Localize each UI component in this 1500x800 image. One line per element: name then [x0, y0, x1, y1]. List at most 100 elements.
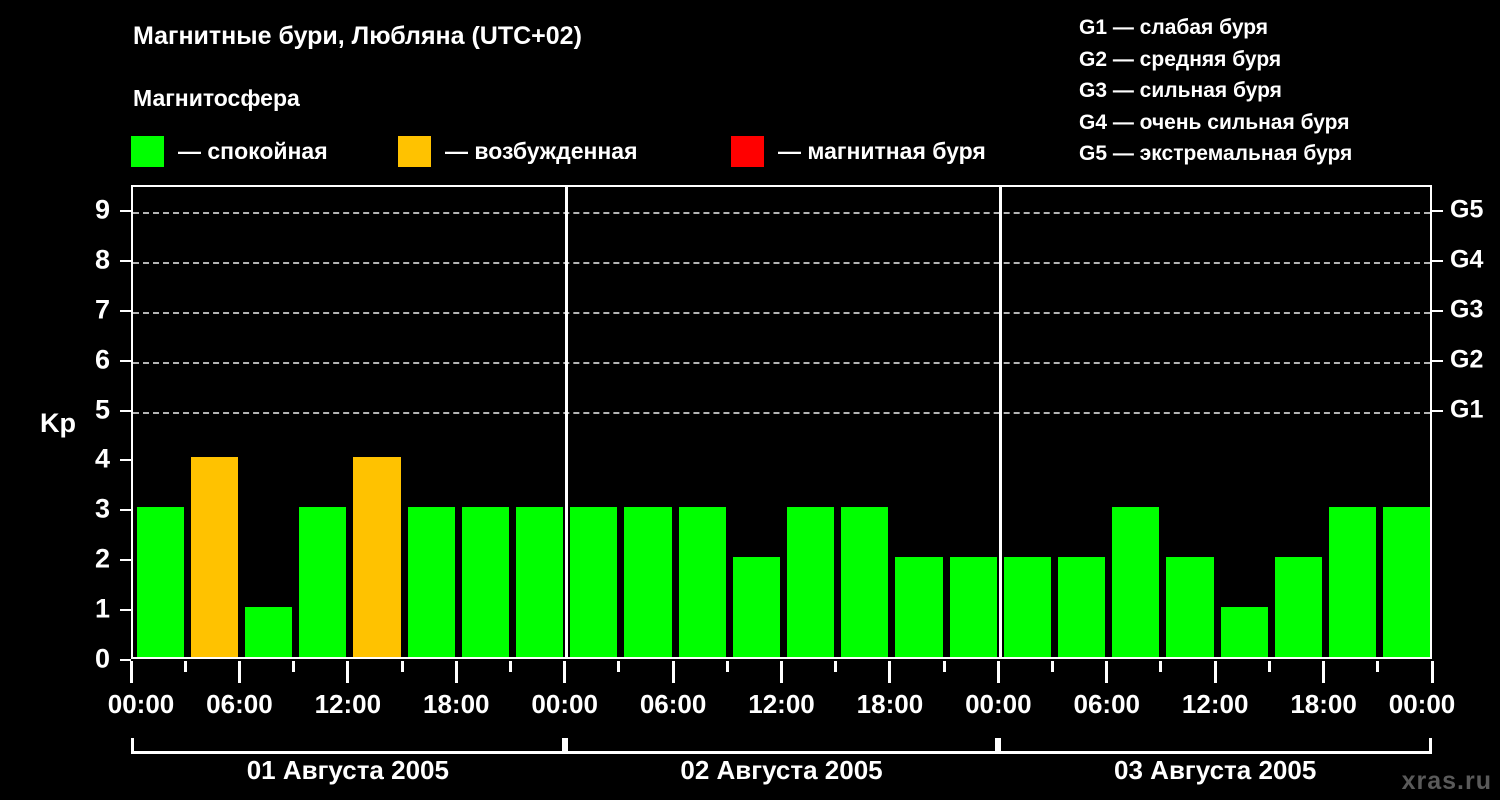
g-scale-legend-row-2: G2 — средняя буря — [1079, 47, 1282, 71]
x-tick-label: 06:00 — [639, 689, 707, 719]
day-bracket-2 — [564, 738, 999, 754]
x-tick — [400, 661, 404, 672]
g-axis-label-G5: G5 — [1450, 195, 1484, 224]
x-tick — [834, 661, 838, 672]
bar — [732, 557, 780, 657]
chart-plot-area — [131, 185, 1432, 659]
bar — [1383, 507, 1430, 657]
bar — [190, 457, 238, 657]
gridline-kp-7 — [133, 311, 1430, 314]
watermark: xras.ru — [1401, 767, 1492, 795]
bar — [136, 507, 184, 657]
g-tick-mark-G1 — [1432, 409, 1443, 412]
x-tick — [454, 661, 458, 683]
day-bracket-3 — [998, 738, 1432, 754]
g-scale-legend-row-1: G1 — слабая буря — [1079, 16, 1269, 39]
y-tick-label-5: 5 — [94, 394, 110, 425]
bar — [1166, 557, 1214, 657]
y-tick-mark-5 — [120, 409, 131, 412]
x-tick — [346, 661, 350, 683]
bar — [624, 507, 672, 657]
day-label-1: 01 Августа 2005 — [246, 755, 449, 785]
bar — [841, 507, 889, 657]
y-tick-label-3: 3 — [94, 493, 110, 524]
x-tick-label: 18:00 — [423, 689, 490, 719]
g-tick-mark-G4 — [1432, 259, 1443, 262]
bar — [570, 507, 618, 657]
bar — [787, 507, 835, 657]
x-tick-label: 12:00 — [314, 689, 382, 719]
bar — [1274, 557, 1323, 657]
y-tick-label-9: 9 — [94, 194, 110, 225]
g-axis-label-G1: G1 — [1450, 395, 1484, 424]
x-tick-label: 18:00 — [1290, 689, 1357, 719]
day-bracket-1 — [131, 738, 565, 754]
y-tick-mark-7 — [120, 309, 131, 312]
x-tick — [888, 661, 892, 683]
legend-entry: — спокойная — [131, 133, 328, 169]
x-tick — [1376, 661, 1380, 672]
x-tick — [1051, 661, 1055, 672]
y-tick-mark-1 — [120, 609, 131, 612]
x-tick — [183, 661, 187, 672]
g-axis-label-G4: G4 — [1450, 245, 1484, 274]
legend-entry: — возбужденная — [398, 133, 638, 169]
g-scale-legend-row-3: G3 — сильная буря — [1079, 79, 1282, 102]
g-tick-mark-G3 — [1432, 309, 1443, 312]
g-tick-mark-G5 — [1432, 209, 1443, 212]
y-tick-mark-9 — [120, 209, 131, 212]
y-axis-title: Kp — [40, 408, 76, 438]
bar — [244, 607, 293, 657]
g-scale-legend-row-5: G5 — экстремальная буря — [1079, 142, 1353, 165]
bar — [407, 507, 455, 657]
x-tick-label: 18:00 — [856, 689, 924, 719]
y-tick-label-6: 6 — [94, 344, 110, 375]
x-tick — [617, 661, 621, 672]
g-scale-legend: G1 — слабая буря G2 — средняя буря G3 — си… — [1079, 12, 1499, 170]
x-tick — [292, 661, 296, 672]
y-tick-mark-2 — [120, 559, 131, 562]
bar — [461, 507, 509, 657]
y-tick-mark-3 — [120, 509, 131, 512]
x-tick — [942, 661, 946, 672]
magnetosphere-heading: Магнитосфера — [133, 85, 300, 111]
y-tick-label-4: 4 — [94, 443, 110, 474]
x-tick — [1105, 661, 1109, 683]
x-tick — [780, 661, 783, 683]
day-separator-2 — [998, 187, 1002, 657]
bar — [895, 557, 943, 657]
x-tick — [237, 661, 241, 683]
bar — [515, 507, 564, 657]
gridline-kp-5 — [133, 411, 1430, 414]
x-tick-label: 06:00 — [1073, 689, 1141, 719]
x-tick-label: 00:00 — [531, 689, 598, 719]
x-tick-label: 12:00 — [748, 689, 815, 719]
bar — [353, 457, 401, 657]
x-tick — [1159, 661, 1163, 672]
g-scale-legend-row-4: G4 — очень сильная буря — [1079, 110, 1350, 134]
g-tick-mark-G2 — [1432, 359, 1443, 362]
g-axis-label-G3: G3 — [1450, 295, 1484, 324]
gridline-kp-9 — [133, 211, 1430, 214]
bar — [1220, 607, 1268, 657]
x-tick — [671, 661, 675, 683]
page-title: Магнитные бури, Любляна (UTC+02) — [133, 22, 582, 50]
gridline-kp-6 — [133, 361, 1430, 364]
y-tick-label-1: 1 — [94, 593, 110, 624]
x-tick-label: 00:00 — [965, 689, 1032, 719]
bar — [949, 557, 997, 657]
bar — [1329, 507, 1377, 657]
y-tick-mark-0 — [120, 659, 131, 661]
x-tick — [725, 661, 729, 672]
y-tick-label-2: 2 — [94, 543, 110, 574]
x-tick — [1430, 661, 1434, 683]
legend-swatch-storm — [731, 135, 764, 167]
legend-entry: — магнитная буря — [731, 133, 986, 169]
bar — [1058, 557, 1106, 657]
x-tick — [1213, 661, 1217, 683]
y-tick-mark-6 — [120, 359, 131, 362]
g-axis-label-G2: G2 — [1450, 345, 1484, 374]
legend-swatch-unsettled — [398, 135, 431, 167]
bar — [1112, 507, 1160, 657]
legend-entry-label: — спокойная — [178, 137, 328, 164]
